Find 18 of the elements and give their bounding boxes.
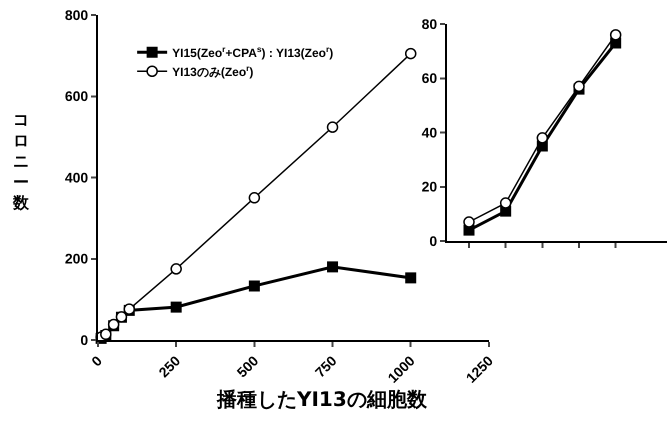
y-tick-label: 20	[422, 178, 438, 195]
y-tick-label: 800	[64, 6, 88, 23]
y-tick-label: 60	[422, 70, 438, 86]
y-tick-label: 40	[422, 124, 438, 140]
x-tick-label: 500	[234, 352, 262, 380]
x-tick-label: 750	[312, 352, 340, 380]
y-tick-label: 400	[64, 169, 88, 186]
y-axis-title: コロニー数	[12, 110, 30, 212]
y-tick-label: 600	[64, 88, 88, 104]
x-tick-label: 250	[155, 352, 184, 380]
x-axis-title: 播種したYI13の細胞数	[216, 387, 428, 411]
legend-label: YI13のみ(Zeo$^{r}$)	[172, 62, 254, 79]
legend-label: YI15(Zeo$^{r}$+CPA$^{s}$) : YI13(Zeo$^{r}$)	[172, 44, 334, 60]
x-tick-label: 0	[88, 352, 106, 370]
y-tick-label: 200	[64, 250, 88, 267]
y-tick-label: 80	[422, 16, 438, 32]
y-tick-label: 0	[429, 232, 438, 249]
y-tick-label: 0	[80, 332, 88, 348]
